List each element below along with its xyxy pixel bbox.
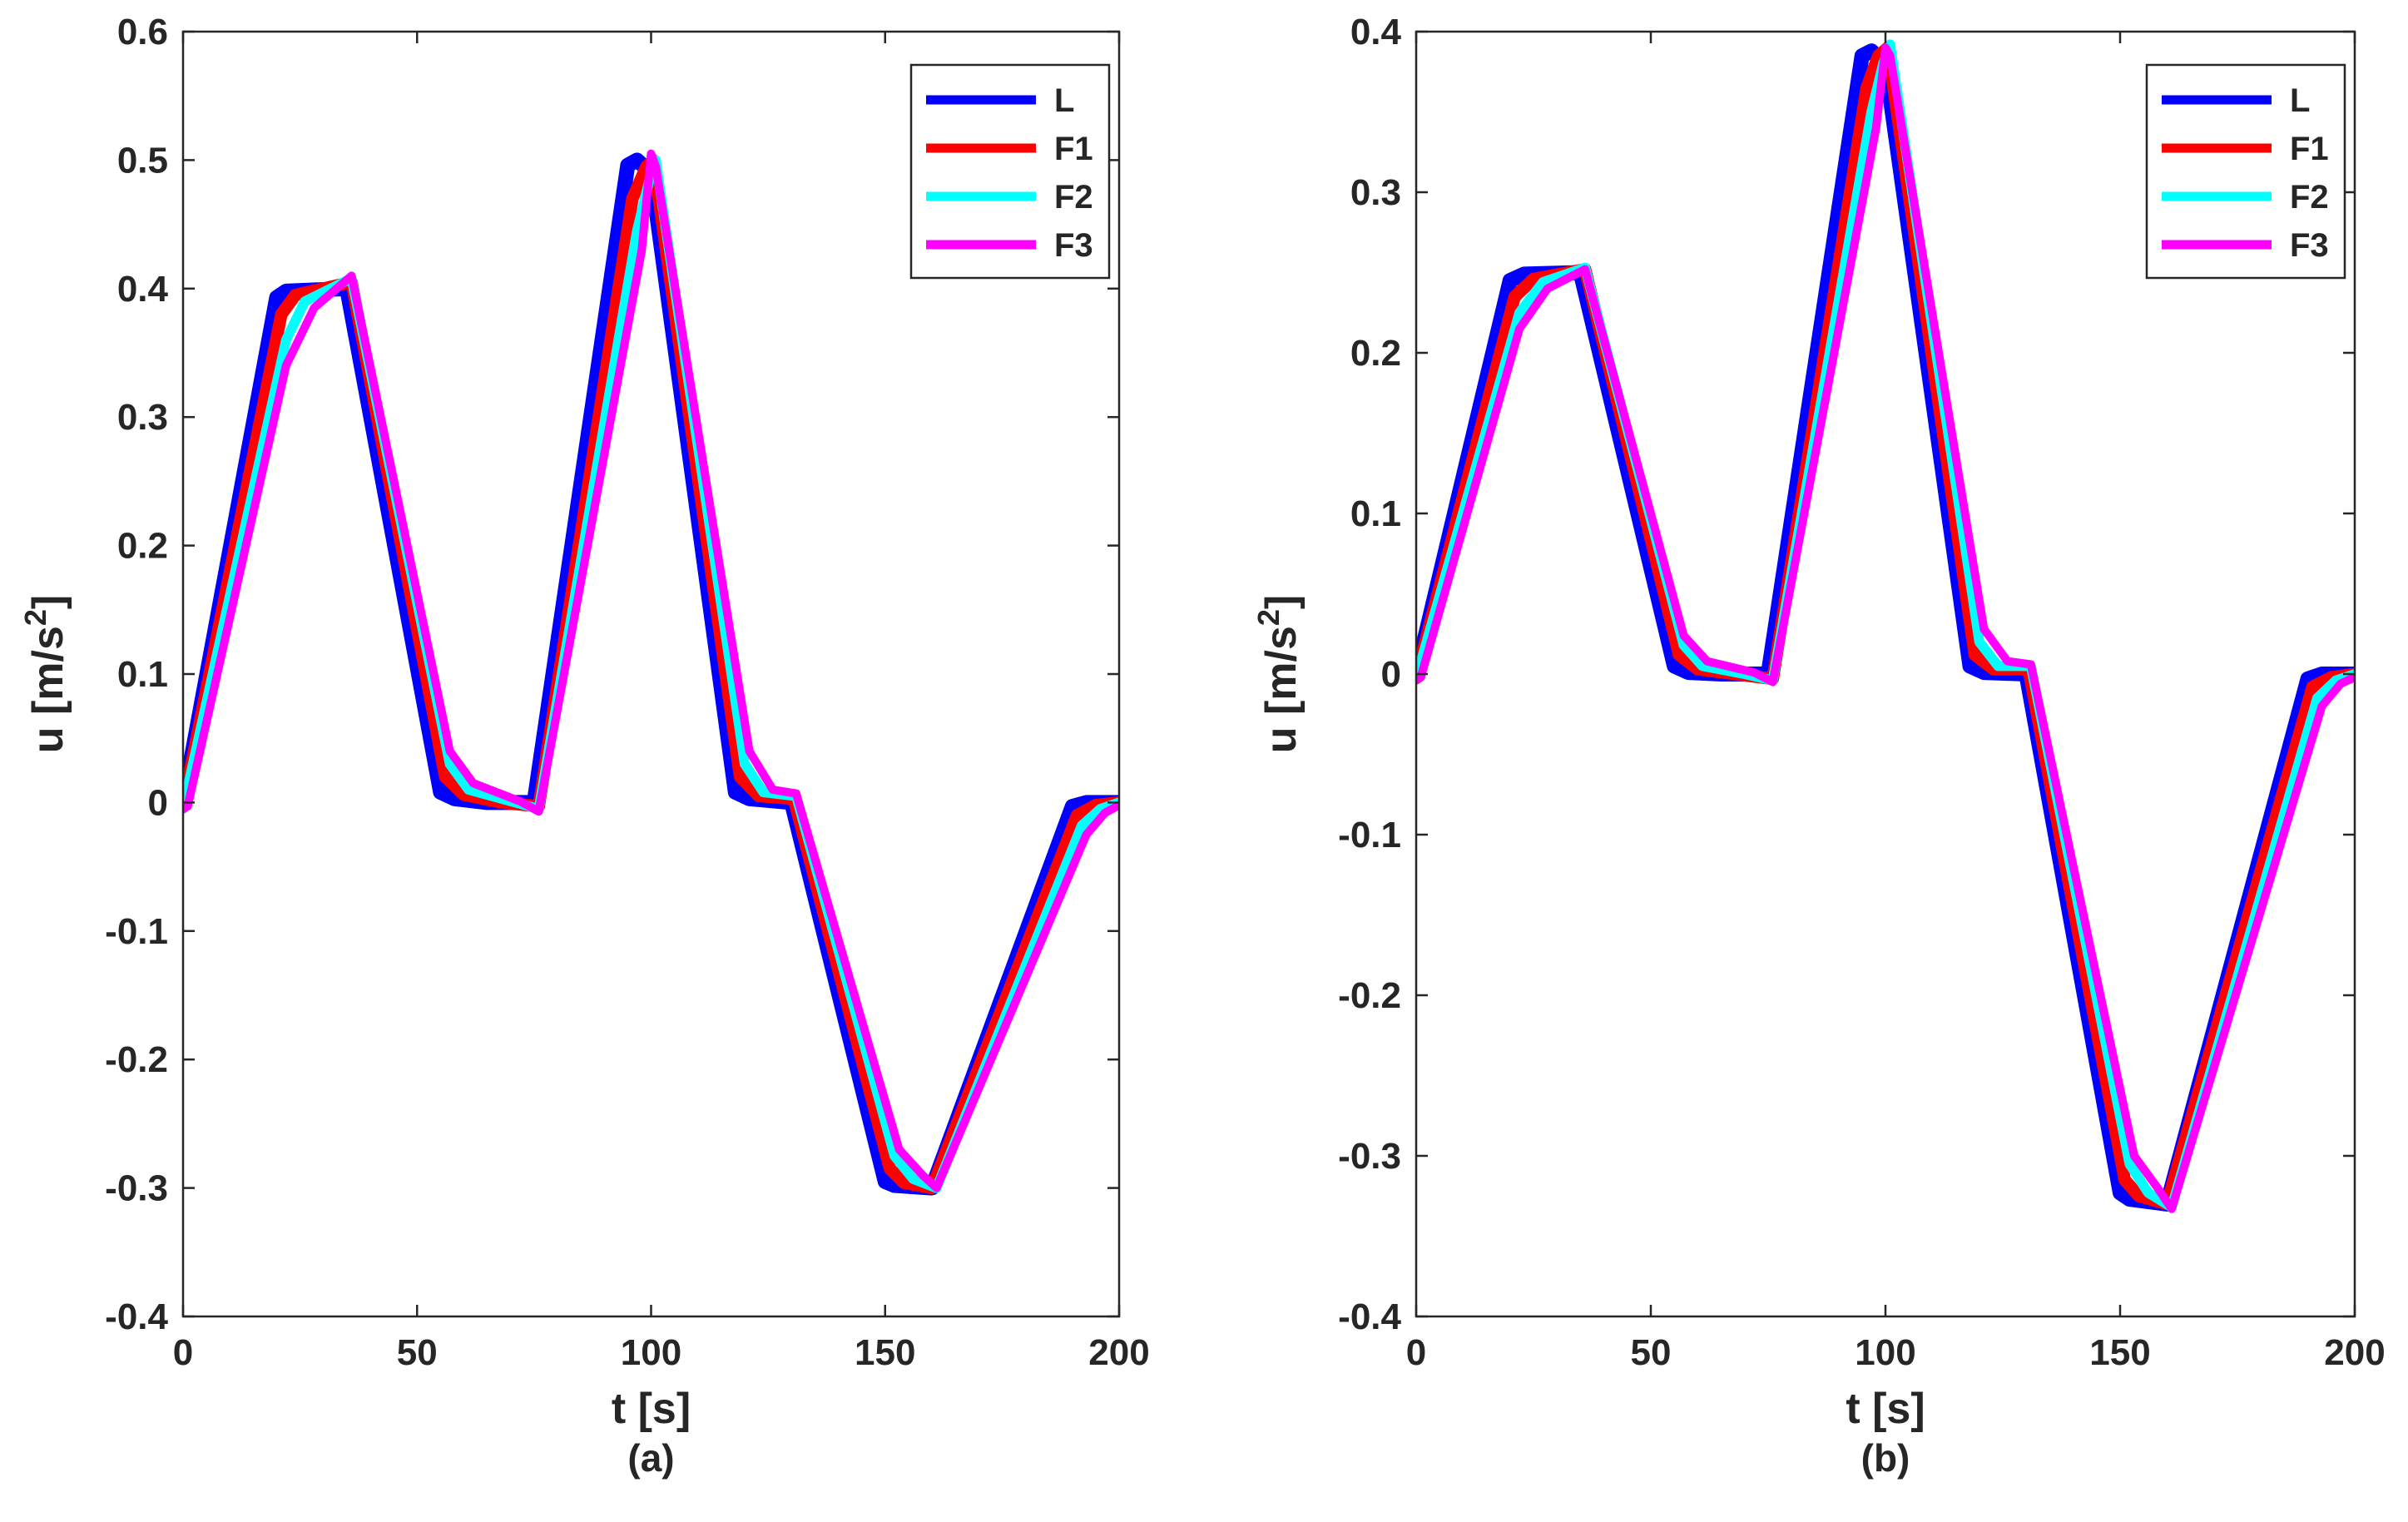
legend-label-F1: F1: [1054, 131, 1093, 167]
panel-label: (a): [627, 1436, 674, 1480]
x-tick-label: 100: [1855, 1332, 1915, 1373]
y-axis-label-close: ]: [1257, 595, 1306, 609]
legend-label-L: L: [1054, 82, 1074, 119]
y-tick-label: -0.3: [105, 1168, 168, 1209]
y-tick-label: -0.1: [1338, 815, 1401, 855]
y-tick-label: 0.4: [117, 269, 169, 310]
x-tick-label: 150: [2089, 1332, 2150, 1373]
series-line-F3: [1416, 43, 2355, 1213]
legend-label-L: L: [2290, 82, 2310, 119]
chart-panel-2: 0 50 100 150 200 -0.4 -0.3 -0.2 -0.1 0 0.1 0.2 0.3 0.…: [1251, 12, 2386, 1480]
y-tick-label: 0.4: [1350, 12, 1402, 52]
y-axis-label-base: u [m/s: [24, 626, 72, 753]
series-group: [1416, 39, 2355, 1213]
y-tick-label: 0.5: [117, 140, 168, 181]
panel-label: (b): [1861, 1436, 1910, 1480]
y-tick-label: 0.2: [1350, 333, 1401, 374]
y-tick-label: 0.2: [117, 526, 168, 567]
y-tick-label: 0.3: [1350, 172, 1401, 213]
x-tick-label: 200: [1088, 1332, 1149, 1373]
x-tick-label: 0: [1406, 1332, 1426, 1373]
legend-label-F2: F2: [1054, 179, 1093, 216]
y-axis-label-close: ]: [24, 595, 72, 609]
y-tick-label: -0.2: [105, 1039, 168, 1080]
y-axis-label: u [m/s2]: [1251, 595, 1306, 754]
y-tick-label: 0.3: [117, 397, 168, 438]
chart-panel-1: 0 50 100 150 200 -0.4 -0.3 -0.2 -0.1 0 0.1 0.2 0.3 0.…: [18, 12, 1150, 1480]
y-tick-label: 0.1: [117, 654, 168, 695]
y-tick-label: -0.3: [1338, 1136, 1401, 1177]
legend-label-F1: F1: [2290, 131, 2329, 167]
x-tick-label: 50: [397, 1332, 438, 1373]
y-axis-label-sup: 2: [18, 609, 52, 626]
y-axis-label: u [m/s2]: [18, 595, 72, 754]
x-tick-label: 100: [621, 1332, 681, 1373]
x-tick-label: 50: [1631, 1332, 1672, 1373]
y-tick-label: 0.6: [117, 12, 168, 52]
y-axis-label-sup: 2: [1251, 609, 1286, 626]
y-tick-label: 0: [1381, 654, 1401, 695]
series-group: [183, 149, 1119, 1196]
y-tick-label: -0.2: [1338, 975, 1401, 1016]
legend: L F1 F2 F3: [2145, 63, 2346, 280]
x-axis-label: t [s]: [1846, 1385, 1925, 1433]
y-tick-label: -0.4: [105, 1296, 168, 1337]
y-tick-label: -0.1: [105, 911, 168, 952]
x-tick-label: 0: [173, 1332, 193, 1373]
y-tick-label: 0.1: [1350, 493, 1401, 534]
legend-label-F3: F3: [2290, 227, 2329, 264]
legend-label-F2: F2: [2290, 179, 2329, 216]
x-tick-label: 150: [855, 1332, 915, 1373]
y-tick-label: -0.4: [1338, 1296, 1401, 1337]
x-axis-label: t [s]: [612, 1385, 691, 1433]
series-line-F3: [183, 149, 1119, 1192]
legend: L F1 F2 F3: [909, 63, 1111, 280]
y-axis-label-base: u [m/s: [1257, 626, 1306, 753]
x-tick-label: 200: [2324, 1332, 2385, 1373]
legend-label-F3: F3: [1054, 227, 1093, 264]
y-tick-label: 0: [148, 782, 168, 823]
